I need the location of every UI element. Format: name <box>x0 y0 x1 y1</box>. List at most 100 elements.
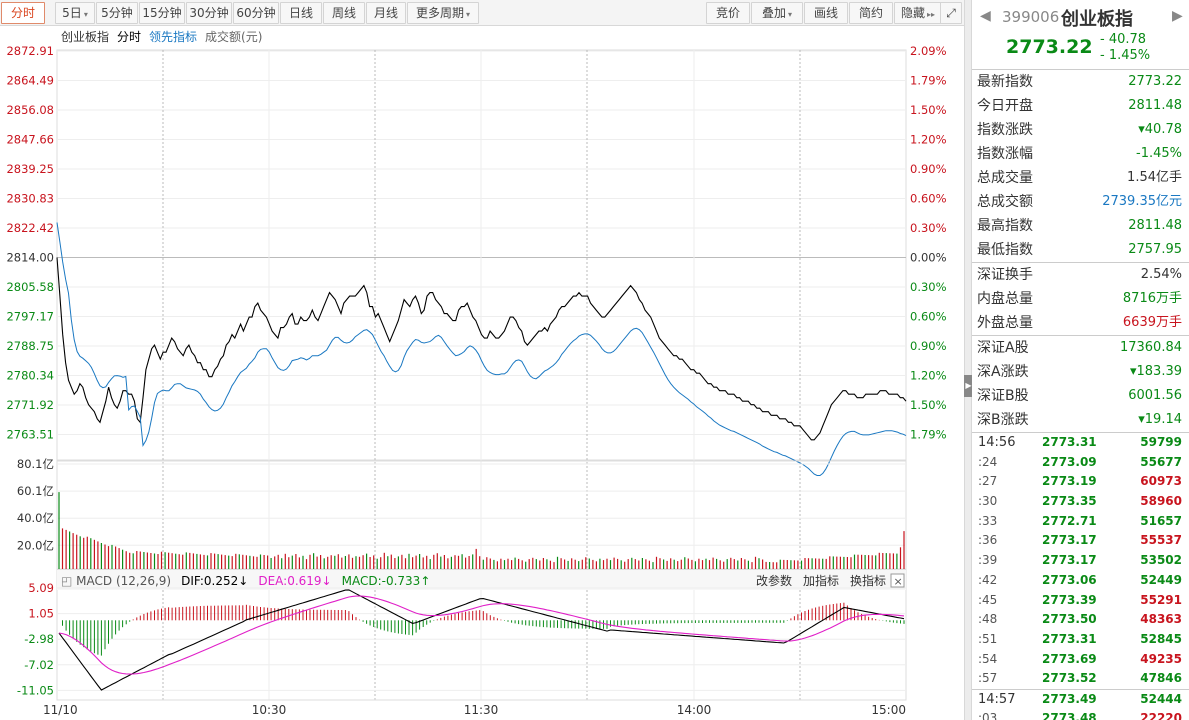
btn-draw-label: 画线 <box>813 6 838 20</box>
tick-price: 2773.50 <box>1042 612 1097 627</box>
tick-price: 2773.19 <box>1042 474 1097 489</box>
tick-row: :57 2773.52 47846 <box>972 669 1189 689</box>
sidebar-collapse-bar[interactable]: ▶ <box>964 0 973 720</box>
stat-value: 2811.48 <box>1128 98 1182 113</box>
tab-5day-label: 5日 <box>62 6 82 20</box>
price-tick-label: 2780.34 <box>6 369 54 383</box>
stat-label: 指数涨幅 <box>977 146 1033 162</box>
quote-sidebar: ◀ 399006 创业板指 ▶ 2773.22 - 40.78 - 1.45% … <box>972 0 1189 720</box>
price-tick-label: 2805.58 <box>6 280 54 294</box>
tick-volume: 52449 <box>1140 572 1182 587</box>
tab-weekly[interactable]: 周线 <box>323 2 365 24</box>
macd-settings-icon: ◰ <box>61 574 76 588</box>
tick-row: :36 2773.17 55537 <box>972 531 1189 551</box>
tick-row: :54 2773.69 49235 <box>972 650 1189 670</box>
tick-time: :03 <box>978 710 998 720</box>
next-stock-icon[interactable]: ▶ <box>1172 8 1183 24</box>
tick-list[interactable]: 14:56 2773.31 59799:24 2773.09 55677:27 2773.… <box>972 432 1189 720</box>
tick-price: 2773.17 <box>1042 533 1097 548</box>
close-icon: × <box>894 575 903 588</box>
stat-value: 2811.48 <box>1128 218 1182 233</box>
stock-name: 创业板指 <box>1061 9 1133 30</box>
macd-button-1[interactable]: 加指标 <box>803 573 839 588</box>
pct-tick-label: 0.60% <box>910 192 947 206</box>
btn-brief[interactable]: 简约 <box>849 2 893 24</box>
macd-tick-label: -11.05 <box>17 683 54 697</box>
tick-time: :30 <box>978 494 998 509</box>
tick-time: 14:56 <box>978 435 1016 450</box>
tick-time: :36 <box>978 533 998 548</box>
macd-button-2[interactable]: 换指标 <box>850 573 886 588</box>
stat-value: ▾183.39 <box>1129 364 1182 379</box>
macd-value: MACD:-0.733 <box>342 574 421 588</box>
btn-draw[interactable]: 画线 <box>804 2 848 24</box>
btn-auction[interactable]: 竞价 <box>706 2 750 24</box>
legend-item: 领先指标 <box>149 29 197 44</box>
tab-5day[interactable]: 5日 ▾ <box>55 2 95 24</box>
tab-more-periods-label: 更多周期 <box>415 6 464 20</box>
volume-tick-label: 40.0亿 <box>17 511 54 525</box>
time-axis-label: 14:00 <box>677 703 712 717</box>
tab-60min[interactable]: 60分钟 <box>233 2 279 24</box>
btn-auction-label: 竞价 <box>715 6 740 20</box>
stat-row: 外盘总量 6639万手 <box>972 311 1189 335</box>
stat-value: 2773.22 <box>1128 74 1182 89</box>
price-tick-label: 2763.51 <box>6 428 54 442</box>
stat-row: 指数涨跌 ▾40.78 <box>972 118 1189 142</box>
tab-more-periods[interactable]: 更多周期 ▾ <box>407 2 479 24</box>
period-toolbar: 分时 5日 ▾ 5分钟 15分钟 30分钟 60分钟 日线 周线 月线 更多周期 ▾ 竞价 叠加 ▾ 画线 简约… <box>0 0 964 26</box>
macd-header-bg <box>57 570 906 590</box>
tick-row: :30 2773.35 58960 <box>972 492 1189 512</box>
collapse-arrow-icon[interactable]: ▶ <box>964 375 973 397</box>
stat-value: ▾40.78 <box>1138 122 1182 137</box>
tab-15min[interactable]: 15分钟 <box>139 2 185 24</box>
macd-dif-line <box>58 589 905 691</box>
time-axis-label: 10:30 <box>252 703 287 717</box>
stat-label: 最低指数 <box>977 242 1033 258</box>
macd-name: MACD (12,26,9) <box>76 574 171 588</box>
tab-daily[interactable]: 日线 <box>280 2 322 24</box>
price-tick-label: 2872.91 <box>6 44 54 58</box>
tick-price: 2773.17 <box>1042 553 1097 568</box>
btn-overlay[interactable]: 叠加 ▾ <box>751 2 803 24</box>
stat-label: 深B涨跌 <box>977 412 1029 428</box>
macd-close-button[interactable] <box>890 573 905 588</box>
tab-5min[interactable]: 5分钟 <box>96 2 138 24</box>
tab-daily-label: 日线 <box>288 6 313 20</box>
tick-row: :27 2773.19 60973 <box>972 472 1189 492</box>
tick-price: 2773.52 <box>1042 671 1097 686</box>
stat-value: 17360.84 <box>1119 340 1182 355</box>
stat-row: 最低指数 2757.95 <box>972 238 1189 262</box>
pct-tick-label: 1.20% <box>910 369 947 383</box>
stat-value: 2757.95 <box>1128 242 1182 257</box>
stat-row: 最新指数 2773.22 <box>972 70 1189 94</box>
intraday-chart: 创业板指 分时 领先指标 成交额(元) 2872.91 2.09% 2864.49 1.79%… <box>6 29 947 717</box>
tick-price: 2773.69 <box>1042 651 1097 666</box>
prev-stock-icon[interactable]: ◀ <box>980 8 991 24</box>
macd-button-0[interactable]: 改参数 <box>756 573 792 588</box>
tick-time: :24 <box>978 454 998 469</box>
macd-dea-arrow: ↓ <box>322 574 332 588</box>
stat-value: 6001.56 <box>1128 388 1182 403</box>
stat-row: 今日开盘 2811.48 <box>972 94 1189 118</box>
pct-tick-label: 0.60% <box>910 310 947 324</box>
btn-hide[interactable]: 隐藏 ▸▸ <box>894 2 942 24</box>
tick-row: :03 2773.48 22220 <box>972 709 1189 720</box>
double-chevron-right-icon: ▸▸ <box>926 10 936 19</box>
tab-monthly[interactable]: 月线 <box>366 2 406 24</box>
tick-time: :48 <box>978 612 998 627</box>
tick-price: 2773.48 <box>1042 710 1097 720</box>
tick-volume: 49235 <box>1140 651 1182 666</box>
quote-header: ◀ 399006 创业板指 ▶ 2773.22 - 40.78 - 1.45% <box>972 0 1189 70</box>
legend-item: 分时 <box>117 30 141 44</box>
tick-volume: 55537 <box>1140 533 1182 548</box>
fullscreen-button[interactable]: ⤢ <box>940 2 962 24</box>
macd-dif: DIF:0.252 <box>181 574 238 588</box>
tick-price: 2773.09 <box>1042 454 1097 469</box>
tab-fenshi[interactable]: 分时 <box>1 2 45 24</box>
tick-price: 2773.35 <box>1042 494 1097 509</box>
tab-monthly-label: 月线 <box>373 6 398 20</box>
tab-30min[interactable]: 30分钟 <box>186 2 232 24</box>
tick-volume: 22220 <box>1140 710 1182 720</box>
